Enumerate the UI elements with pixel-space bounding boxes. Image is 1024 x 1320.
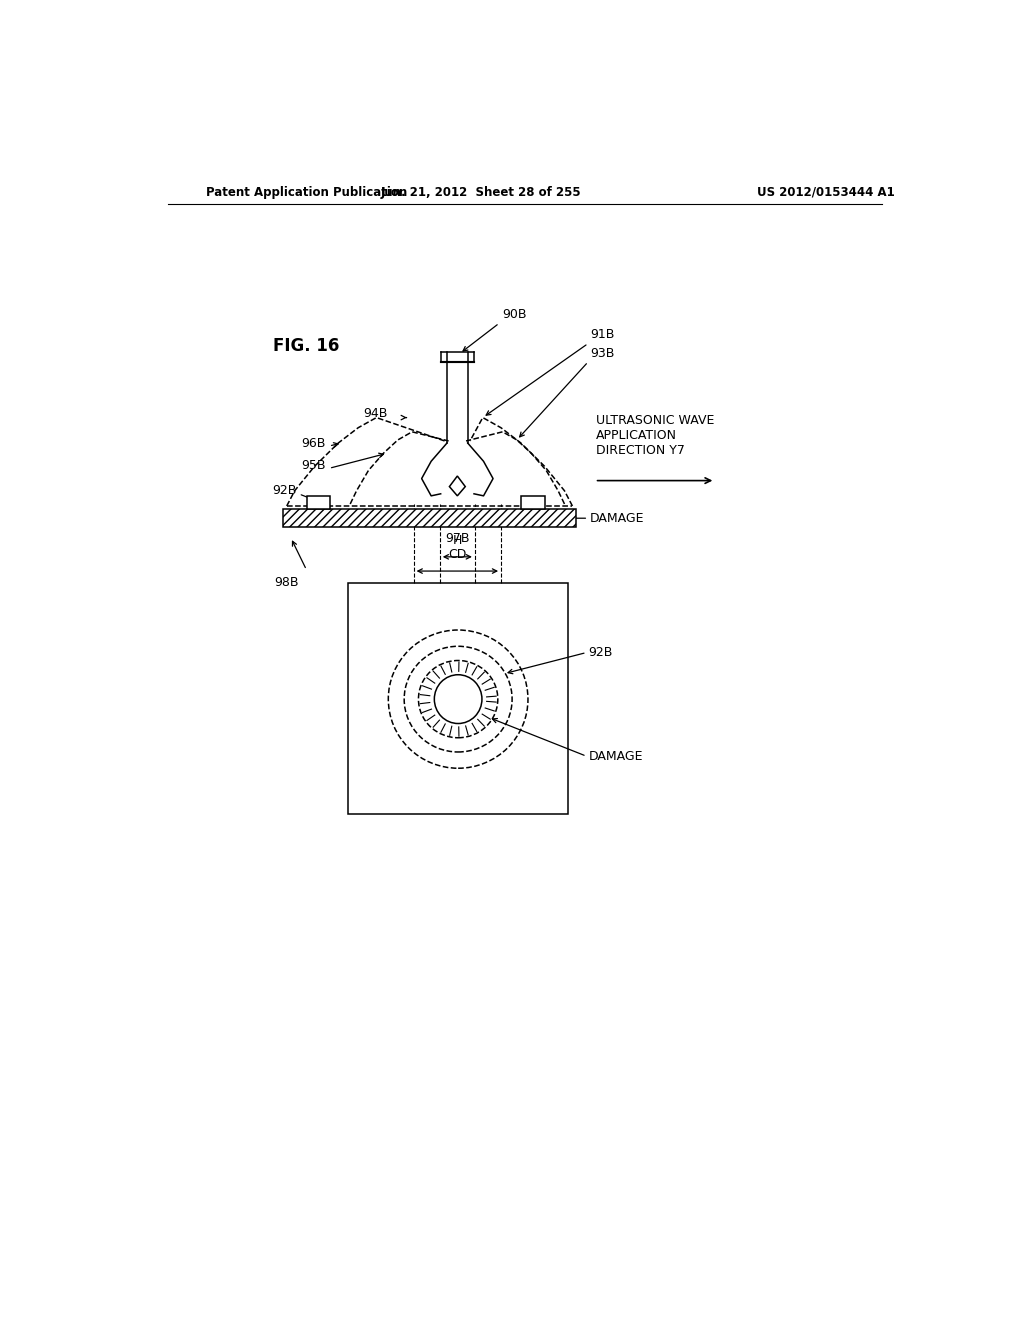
- Text: Patent Application Publication: Patent Application Publication: [206, 186, 407, 199]
- Text: 96B: 96B: [301, 437, 326, 450]
- Text: 92B: 92B: [272, 484, 297, 496]
- Text: 98B: 98B: [274, 576, 299, 589]
- Bar: [348, 583, 568, 814]
- Text: 91B: 91B: [590, 329, 614, 342]
- Text: 90B: 90B: [503, 308, 527, 321]
- Bar: [521, 496, 545, 510]
- Text: FIG. 16: FIG. 16: [273, 338, 340, 355]
- Text: Jun. 21, 2012  Sheet 28 of 255: Jun. 21, 2012 Sheet 28 of 255: [381, 186, 582, 199]
- Bar: [283, 510, 577, 528]
- Text: 92B: 92B: [588, 645, 612, 659]
- Text: CD: CD: [449, 548, 467, 561]
- Text: H: H: [453, 533, 462, 546]
- Text: 95B: 95B: [301, 459, 326, 473]
- Text: ULTRASONIC WAVE
APPLICATION
DIRECTION Y7: ULTRASONIC WAVE APPLICATION DIRECTION Y7: [596, 414, 715, 457]
- Text: 97B: 97B: [445, 532, 470, 545]
- Text: 94B: 94B: [362, 407, 387, 420]
- Text: US 2012/0153444 A1: US 2012/0153444 A1: [758, 186, 895, 199]
- Text: DAMAGE: DAMAGE: [590, 512, 644, 525]
- Bar: [306, 496, 331, 510]
- Ellipse shape: [434, 675, 482, 723]
- Text: 93B: 93B: [590, 347, 614, 359]
- Text: DAMAGE: DAMAGE: [588, 750, 643, 763]
